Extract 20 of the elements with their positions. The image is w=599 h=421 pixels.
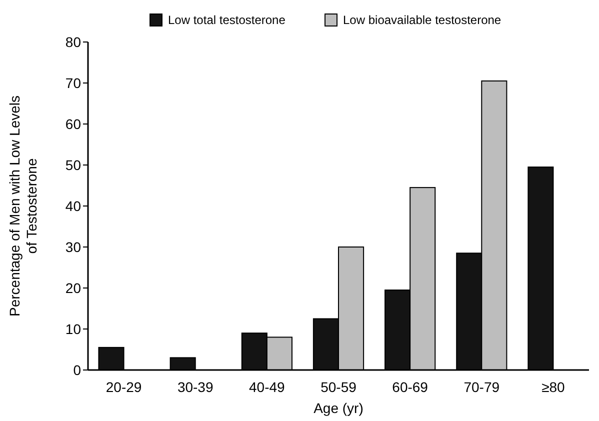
legend-label: Low bioavailable testosterone (343, 13, 502, 28)
x-tick-label: ≥80 (542, 379, 566, 395)
y-tick-label: 40 (65, 198, 82, 214)
x-tick-label: 60-69 (392, 379, 428, 395)
x-tick-label: 30-39 (177, 379, 214, 395)
x-tick-label: 20-29 (106, 379, 142, 395)
y-tick-label: 80 (65, 34, 82, 50)
x-tick-label: 70-79 (464, 379, 500, 395)
y-tick-label: 20 (65, 280, 82, 296)
y-tick-label: 50 (65, 156, 82, 173)
x-tick-label: 50-59 (320, 379, 357, 395)
y-tick-label: 60 (65, 116, 82, 132)
y-tick-label: 70 (65, 74, 82, 91)
legend-label: Low total testosterone (168, 13, 286, 28)
y-axis-title: Percentage of Men with Low Levels of Testosterone (6, 95, 40, 317)
y-tick-label: 0 (73, 362, 82, 378)
y-tick-label: 10 (65, 320, 82, 337)
y-tick-label: 30 (65, 238, 82, 255)
x-tick-label: 40-49 (249, 379, 286, 395)
x-axis-title: Age (yr) (314, 400, 364, 416)
